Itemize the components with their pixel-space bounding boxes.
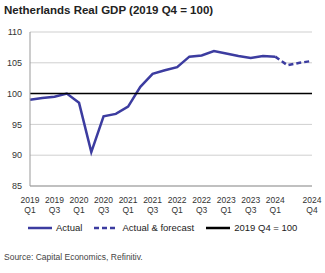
svg-text:2021Q3: 2021Q3 bbox=[143, 195, 162, 215]
svg-text:2022Q1: 2022Q1 bbox=[168, 195, 187, 215]
svg-text:2020Q3: 2020Q3 bbox=[94, 195, 113, 215]
svg-text:2022Q3: 2022Q3 bbox=[192, 195, 211, 215]
svg-text:85: 85 bbox=[12, 181, 22, 191]
svg-text:90: 90 bbox=[12, 150, 22, 160]
html-text:Source: Capital Economics, Ref: Source: Capital Economics, Refinitiv. bbox=[4, 252, 143, 262]
svg-text:2019Q1: 2019Q1 bbox=[21, 195, 40, 215]
html-text:Actual: Actual bbox=[56, 222, 83, 233]
html-text:2019 Q4 = 100: 2019 Q4 = 100 bbox=[234, 222, 298, 233]
svg-text:2021Q1: 2021Q1 bbox=[119, 195, 138, 215]
svg-text:2020Q1: 2020Q1 bbox=[70, 195, 89, 215]
html-text:Netherlands Real GDP (2019 Q4: Netherlands Real GDP (2019 Q4 = 100) bbox=[4, 4, 214, 16]
svg-text:2024Q1: 2024Q1 bbox=[266, 195, 285, 215]
svg-text:105: 105 bbox=[7, 58, 22, 68]
svg-text:2019Q3: 2019Q3 bbox=[45, 195, 64, 215]
svg-text:2023Q3: 2023Q3 bbox=[241, 195, 260, 215]
svg-text:2023Q1: 2023Q1 bbox=[217, 195, 236, 215]
html-text:Actual & forecast: Actual & forecast bbox=[122, 222, 195, 233]
svg-text:100: 100 bbox=[7, 89, 22, 99]
svg-text:110: 110 bbox=[8, 27, 22, 37]
svg-text:95: 95 bbox=[12, 120, 22, 130]
svg-text:2024Q4: 2024Q4 bbox=[303, 195, 322, 215]
